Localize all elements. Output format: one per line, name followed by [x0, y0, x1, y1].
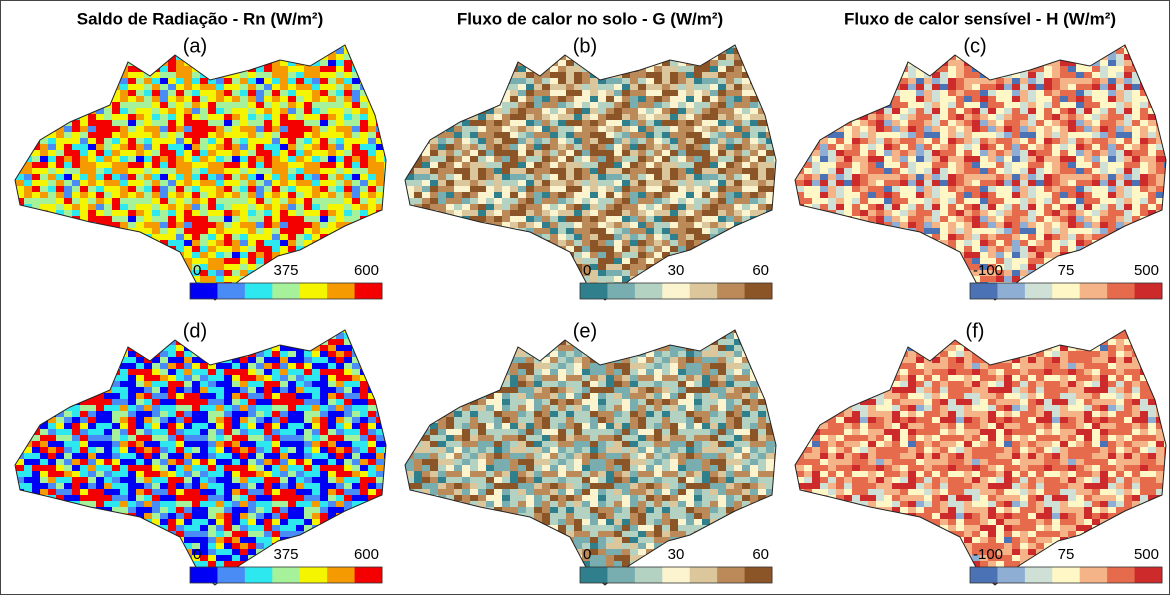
colorbar-swatch — [745, 283, 773, 299]
colorbar-tick-label: 375 — [273, 262, 298, 279]
colorbar-swatch — [607, 283, 635, 299]
colorbar-tick-label: 500 — [1134, 546, 1159, 563]
colorbar-tick-label: 375 — [273, 546, 298, 563]
colorbar-tick-label: 75 — [1058, 262, 1075, 279]
colorbar-swatch — [580, 283, 608, 299]
colorbar-swatch — [272, 283, 300, 299]
colorbar-swatch — [717, 283, 745, 299]
colorbar-tick-label: -100 — [973, 262, 1003, 279]
colorbar-swatch — [272, 567, 300, 583]
colorbar-swatch — [1052, 567, 1080, 583]
colorbar-swatch — [717, 567, 745, 583]
colorbar-tick-label: 30 — [668, 546, 685, 563]
colorbar-swatch — [690, 283, 718, 299]
colorbar-swatch — [1135, 283, 1163, 299]
colorbar-swatch — [1025, 567, 1053, 583]
colorbar-swatch — [327, 283, 355, 299]
colorbar-swatch — [690, 567, 718, 583]
colorbar-swatch — [970, 567, 998, 583]
colorbar-swatch — [245, 567, 273, 583]
colorbar-swatch — [997, 283, 1025, 299]
colorbar-tick-label: 0 — [193, 546, 201, 563]
colorbar-swatch — [1080, 283, 1108, 299]
panel-label: (f) — [966, 320, 985, 342]
colorbar-tick-label: 75 — [1058, 546, 1075, 563]
panel-label: (b) — [573, 35, 597, 57]
colorbar-swatch — [355, 567, 383, 583]
colorbar-tick-label: 0 — [193, 262, 201, 279]
colorbar-swatch — [217, 283, 245, 299]
colorbar-swatch — [1052, 283, 1080, 299]
column-title: Fluxo de calor no solo - G (W/m²) — [457, 9, 723, 28]
colorbar-swatch — [327, 567, 355, 583]
colorbar-tick-label: -100 — [973, 546, 1003, 563]
colorbar-swatch — [217, 567, 245, 583]
colorbar-swatch — [662, 283, 690, 299]
column-title: Saldo de Radiação - Rn (W/m²) — [77, 9, 324, 28]
colorbar-swatch — [607, 567, 635, 583]
colorbar-tick-label: 0 — [583, 546, 591, 563]
colorbar-swatch — [1107, 283, 1135, 299]
colorbar-swatch — [635, 567, 663, 583]
colorbar-swatch — [355, 283, 383, 299]
colorbar-swatch — [745, 567, 773, 583]
colorbar-swatch — [970, 283, 998, 299]
colorbar-swatch — [190, 567, 218, 583]
colorbar-swatch — [300, 567, 328, 583]
colorbar-swatch — [1107, 567, 1135, 583]
colorbar-swatch — [997, 567, 1025, 583]
colorbar-tick-label: 500 — [1134, 262, 1159, 279]
colorbar-swatch — [1135, 567, 1163, 583]
colorbar-tick-label: 60 — [752, 262, 769, 279]
colorbar-swatch — [245, 283, 273, 299]
figure: Saldo de Radiação - Rn (W/m²)(a)0375600(… — [0, 0, 1170, 595]
panel-label: (a) — [183, 35, 207, 57]
colorbar-tick-label: 60 — [752, 546, 769, 563]
colorbar-swatch — [190, 283, 218, 299]
colorbar-swatch — [300, 283, 328, 299]
column-title: Fluxo de calor sensível - H (W/m²) — [844, 9, 1116, 28]
colorbar-swatch — [662, 567, 690, 583]
panel-label: (c) — [963, 35, 986, 57]
colorbar-tick-label: 600 — [354, 262, 379, 279]
colorbar-swatch — [580, 567, 608, 583]
panel-label: (e) — [573, 320, 597, 342]
colorbar-tick-label: 0 — [583, 262, 591, 279]
colorbar-tick-label: 30 — [668, 262, 685, 279]
colorbar-swatch — [1080, 567, 1108, 583]
colorbar-swatch — [635, 283, 663, 299]
panel-label: (d) — [183, 320, 207, 342]
colorbar-tick-label: 600 — [354, 546, 379, 563]
colorbar-swatch — [1025, 283, 1053, 299]
